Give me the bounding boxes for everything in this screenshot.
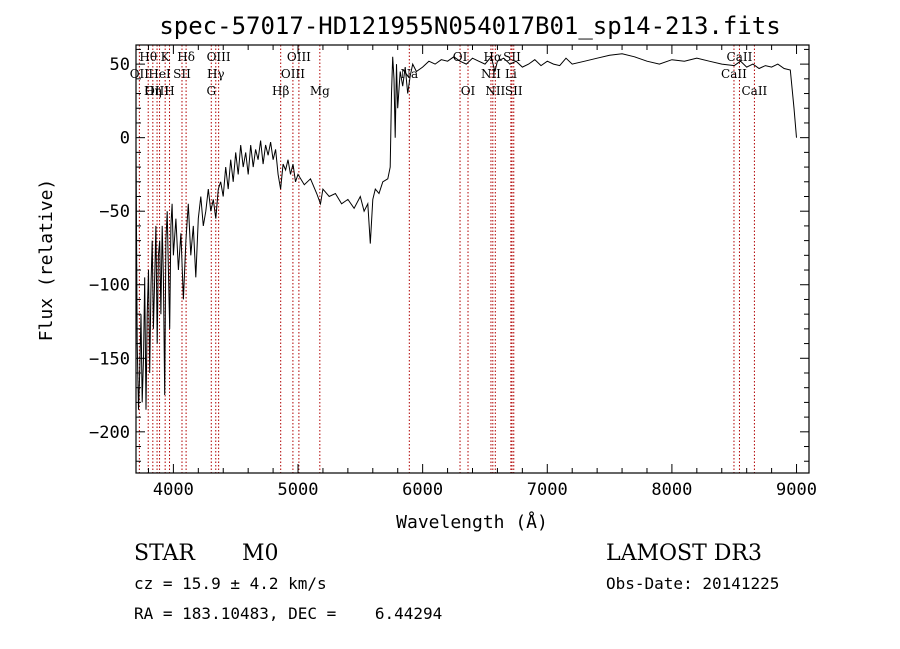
spectral-line-label: HeI bbox=[148, 67, 171, 81]
plot-frame bbox=[135, 44, 810, 474]
x-tick-label: 7000 bbox=[527, 480, 568, 500]
spectral-line-label: OIII bbox=[287, 50, 311, 64]
spectral-line-label: SII bbox=[503, 50, 521, 64]
y-tick-label: 0 bbox=[120, 129, 130, 149]
y-tick-label: −150 bbox=[89, 349, 130, 369]
chart-title: spec-57017-HD121955N054017B01_sp14-213.f… bbox=[159, 12, 780, 40]
spectral-line-label: Hη bbox=[144, 84, 162, 98]
spectral-line-label: CaII bbox=[727, 50, 753, 64]
spectral-line-label: H bbox=[164, 84, 174, 98]
x-tick-label: 4000 bbox=[153, 480, 194, 500]
spectral-line-label: NII bbox=[485, 84, 505, 98]
x-tick-label: 6000 bbox=[402, 480, 443, 500]
x-axis-label: Wavelength (Å) bbox=[396, 511, 548, 533]
spectral-line-label: Hθ bbox=[139, 50, 157, 64]
spectral-line-label: SII bbox=[505, 84, 523, 98]
spectral-line-markers bbox=[138, 45, 755, 473]
x-tick-label: 9000 bbox=[776, 480, 817, 500]
spectral-line-label: CaII bbox=[741, 84, 767, 98]
spectral-line-label: Hδ bbox=[177, 50, 195, 64]
object-subclass: M0 bbox=[242, 541, 279, 566]
spectral-line-label: G bbox=[206, 84, 216, 98]
y-axis-ticks: −200 −150 −100 −50 0 50 bbox=[89, 48, 809, 462]
ra-dec-coordinates: RA = 183.10483, DEC = 6.44294 bbox=[134, 604, 442, 623]
spectral-line-label: NII bbox=[481, 67, 501, 81]
spectral-line-label: OI bbox=[461, 84, 476, 98]
spectral-line-label: Hβ bbox=[272, 84, 289, 98]
spectral-line-label: SII bbox=[173, 67, 191, 81]
spectrum-series-line bbox=[135, 53, 797, 410]
spectral-line-label: Li bbox=[505, 67, 517, 81]
y-tick-label: 50 bbox=[110, 55, 130, 75]
x-tick-label: 8000 bbox=[651, 480, 692, 500]
y-axis-label: Flux (relative) bbox=[36, 179, 57, 342]
spectral-line-label: OIII bbox=[145, 84, 169, 98]
spectral-line-label: OI bbox=[453, 50, 468, 64]
x-tick-label: 5000 bbox=[278, 480, 319, 500]
x-axis-ticks: 4000 5000 6000 7000 8000 9000 bbox=[147, 45, 817, 500]
y-tick-label: −200 bbox=[89, 423, 130, 443]
spectral-line-label: OIII bbox=[207, 50, 231, 64]
spectral-line-label: CaII bbox=[721, 67, 747, 81]
observation-date: Obs-Date: 20141225 bbox=[606, 574, 779, 593]
spectral-line-label: OII bbox=[130, 67, 150, 81]
redshift-value: cz = 15.9 ± 4.2 km/s bbox=[134, 574, 327, 593]
spectral-line-label: Hγ bbox=[207, 67, 225, 81]
spectral-line-label: K bbox=[161, 50, 171, 64]
spectral-line-label: OIII bbox=[281, 67, 305, 81]
survey-name: LAMOST DR3 bbox=[606, 541, 762, 566]
y-tick-label: −50 bbox=[99, 202, 130, 222]
spectral-line-label: Mg bbox=[310, 84, 330, 98]
object-class: STAR bbox=[134, 541, 196, 566]
y-tick-label: −100 bbox=[89, 276, 130, 296]
